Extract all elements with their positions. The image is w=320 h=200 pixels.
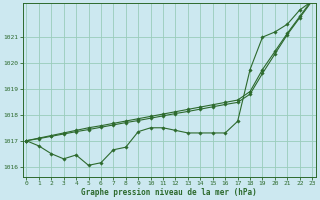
X-axis label: Graphe pression niveau de la mer (hPa): Graphe pression niveau de la mer (hPa) xyxy=(81,188,257,197)
